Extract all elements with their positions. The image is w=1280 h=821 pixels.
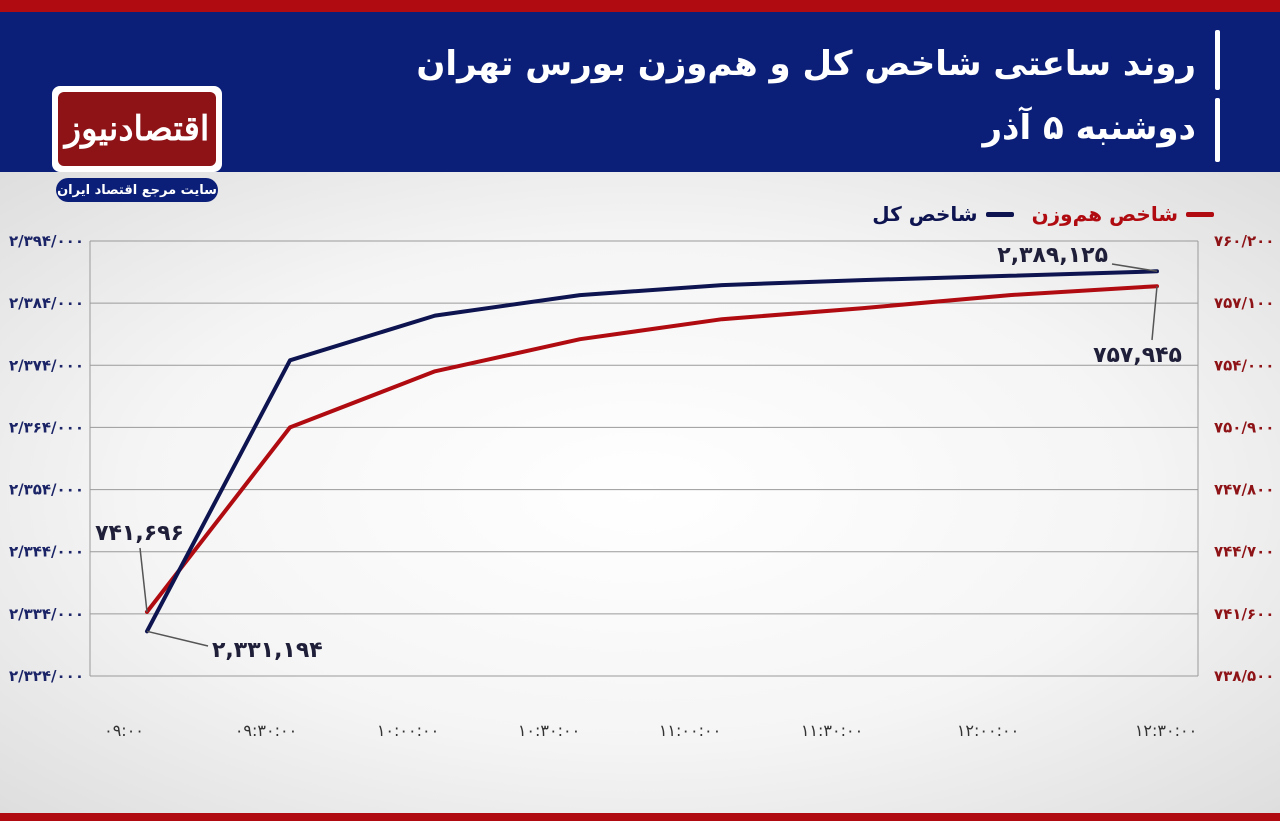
logo-wordmark: اقتصادنیوز [58, 92, 216, 166]
data-label: ۲,۳۳۱,۱۹۴ [212, 638, 323, 663]
data-label: ۷۴۱,۶۹۶ [95, 521, 184, 546]
y-left-tick-label: ۲/۳۳۴/۰۰۰ [9, 605, 84, 623]
legend-label-equal-weight: شاخص هم‌وزن [1031, 202, 1178, 226]
x-tick-label: ۱۰:۰۰:۰۰ [377, 721, 439, 740]
x-tick-label: ۱۰:۳۰:۰۰ [518, 721, 580, 740]
annotation-leader [146, 630, 209, 647]
legend-swatch-equal-weight [1186, 211, 1214, 217]
bottom-accent-strip [0, 813, 1280, 821]
x-tick-label: ۰۹:۰۰ [104, 721, 144, 740]
y-left-tick-label: ۲/۳۷۴/۰۰۰ [9, 356, 84, 374]
y-right-tick-label: ۷۵۷/۱۰۰ [1214, 294, 1274, 312]
legend-label-total: شاخص کل [872, 202, 978, 226]
annotation-leader [1151, 286, 1158, 341]
series-line-equal-weight [145, 284, 1159, 614]
x-tick-label: ۱۱:۳۰:۰۰ [801, 721, 863, 740]
y-left-tick-label: ۲/۳۸۴/۰۰۰ [9, 294, 84, 312]
subtitle-divider [1215, 98, 1220, 162]
chart-background [0, 172, 1280, 813]
y-right-tick-label: ۷۴۷/۸۰۰ [1214, 481, 1274, 499]
title-divider [1215, 30, 1220, 90]
y-right-tick-label: ۷۳۸/۵۰۰ [1214, 667, 1274, 685]
chart-legend: شاخص هم‌وزن شاخص کل [872, 202, 1214, 226]
x-tick-label: ۱۲:۳۰:۰۰ [1135, 721, 1197, 740]
legend-swatch-total [985, 211, 1014, 217]
y-left-tick-label: ۲/۳۴۴/۰۰۰ [9, 543, 84, 561]
y-right-tick-label: ۷۵۰/۹۰۰ [1214, 418, 1274, 436]
legend-item-total: شاخص کل [872, 202, 1014, 226]
annotation-leader [139, 547, 148, 613]
y-left-tick-label: ۲/۳۶۴/۰۰۰ [9, 418, 84, 436]
legend-item-equal-weight: شاخص هم‌وزن [1032, 202, 1214, 226]
series-line-total [145, 269, 1159, 634]
page-title: روند ساعتی شاخص کل و هم‌وزن بورس تهران [416, 44, 1196, 84]
x-tick-label: ۱۲:۰۰:۰۰ [957, 721, 1019, 740]
y-right-tick-label: ۷۶۰/۲۰۰ [1214, 232, 1274, 250]
page-subtitle: دوشنبه ۵ آذر [982, 108, 1196, 148]
y-left-tick-label: ۲/۳۲۴/۰۰۰ [9, 667, 84, 685]
y-left-tick-label: ۲/۳۵۴/۰۰۰ [9, 481, 84, 499]
y-right-tick-label: ۷۴۱/۶۰۰ [1214, 605, 1274, 623]
logo-tagline: سایت مرجع اقتصاد ایران [56, 178, 218, 202]
top-accent-strip [0, 0, 1280, 12]
data-label: ۷۵۷,۹۴۵ [1093, 343, 1182, 368]
annotation-leader [1111, 263, 1158, 273]
data-label: ۲,۳۸۹,۱۲۵ [997, 243, 1108, 268]
y-left-tick-label: ۲/۳۹۴/۰۰۰ [9, 232, 84, 250]
x-tick-label: ۰۹:۳۰:۰۰ [235, 721, 297, 740]
x-tick-label: ۱۱:۰۰:۰۰ [659, 721, 721, 740]
y-right-tick-label: ۷۴۴/۷۰۰ [1214, 543, 1274, 561]
y-right-tick-label: ۷۵۴/۰۰۰ [1214, 356, 1274, 374]
brand-logo: اقتصادنیوز [52, 86, 222, 172]
